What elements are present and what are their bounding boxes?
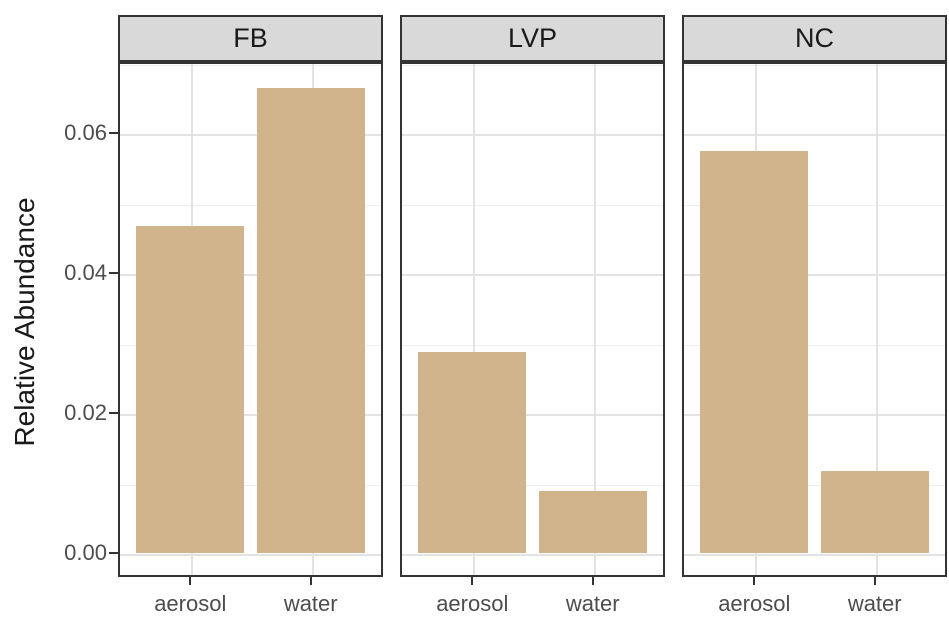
y-tick-label: 0.02 [64, 400, 107, 425]
bar-aerosol [700, 151, 809, 554]
x-tick-mark [591, 577, 594, 585]
major-gridline [402, 554, 663, 556]
facet-strip: NC [682, 15, 947, 62]
minor-gridline [402, 485, 663, 486]
major-gridline [402, 414, 663, 416]
minor-gridline [120, 205, 381, 206]
minor-gridline [402, 345, 663, 346]
x-tick-mark [309, 577, 312, 585]
major-gridline-vertical [875, 64, 878, 575]
x-tick-mark [873, 577, 876, 585]
x-tick-label: aerosol [436, 591, 509, 616]
minor-gridline [402, 205, 663, 206]
bar-water [256, 88, 365, 554]
y-tick-mark [109, 412, 118, 414]
major-gridline-vertical [473, 64, 476, 575]
minor-gridline [684, 205, 945, 206]
major-gridline [120, 274, 381, 276]
y-tick-label: 0.06 [64, 120, 107, 145]
facet-label: LVP [507, 23, 558, 53]
major-gridline [402, 274, 663, 276]
bar-aerosol [136, 226, 245, 554]
major-gridline [684, 274, 945, 276]
major-gridline [684, 554, 945, 556]
x-tick-label: water [565, 591, 620, 616]
facet-strip: LVP [400, 15, 665, 62]
y-tick-mark [109, 552, 118, 554]
bar-water [538, 490, 647, 553]
y-tick-mark [109, 132, 118, 134]
x-tick-mark [471, 577, 474, 585]
major-gridline-vertical [593, 64, 596, 575]
minor-gridline [684, 64, 945, 66]
major-gridline [684, 134, 945, 136]
bar-water [820, 471, 929, 554]
x-tick-label: aerosol [718, 591, 791, 616]
minor-gridline [120, 345, 381, 346]
minor-gridline [402, 64, 663, 66]
x-tick-mark [189, 577, 192, 585]
minor-gridline [120, 64, 381, 66]
major-gridline [120, 414, 381, 416]
x-tick-label: water [847, 591, 902, 616]
facet-panel [400, 62, 665, 577]
major-gridline [402, 134, 663, 136]
facet-label: NC [795, 23, 834, 53]
major-gridline [120, 134, 381, 136]
minor-gridline [120, 485, 381, 486]
facet-panel [118, 62, 383, 577]
x-tick-label: water [283, 591, 338, 616]
facet-strip: FB [118, 15, 383, 62]
y-tick-label: 0.04 [64, 260, 107, 285]
x-tick-mark [753, 577, 756, 585]
minor-gridline [684, 345, 945, 346]
minor-gridline [684, 485, 945, 486]
facet-label: FB [233, 23, 268, 53]
y-tick-mark [109, 272, 118, 274]
major-gridline [120, 554, 381, 556]
y-tick-label: 0.00 [64, 540, 107, 565]
facet-panel [682, 62, 947, 577]
major-gridline [684, 414, 945, 416]
bar-aerosol [418, 352, 527, 554]
x-tick-label: aerosol [154, 591, 227, 616]
